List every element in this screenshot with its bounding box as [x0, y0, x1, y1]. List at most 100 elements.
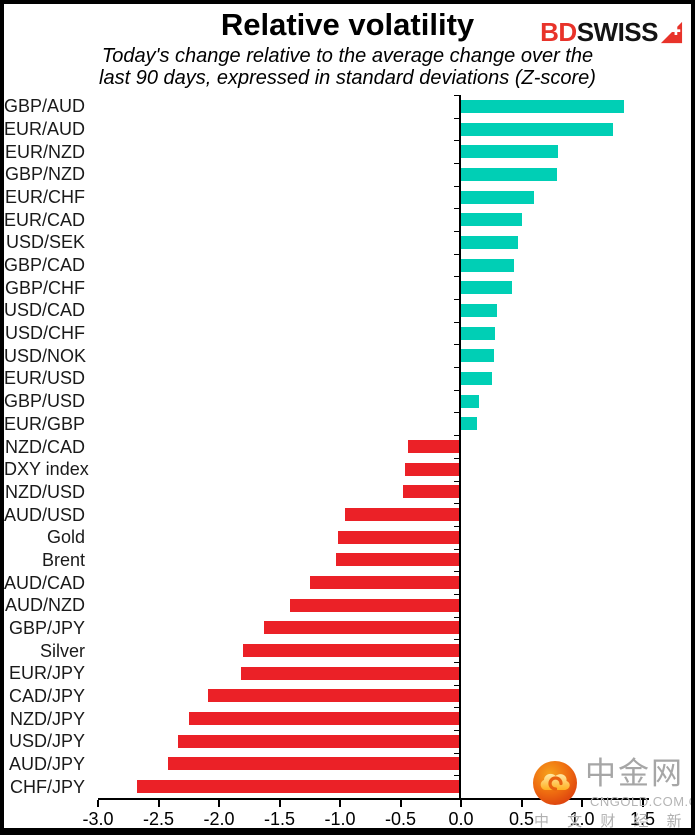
category-label: Brent	[41, 549, 85, 570]
bar-negative	[407, 440, 461, 453]
y-axis-tick	[454, 389, 459, 391]
y-axis-tick	[454, 344, 459, 346]
bar-positive	[461, 417, 477, 431]
category-label: USD/CAD	[4, 300, 86, 321]
y-axis-tick	[454, 140, 459, 142]
chart-area: GBP/AUD EUR/AUD EUR/NZD GBP/NZD EUR/CHF EUR/C…	[4, 4, 691, 828]
y-axis-tick	[454, 525, 459, 527]
category-label: NZD/JPY	[9, 708, 85, 729]
category-label: GBP/AUD	[4, 96, 86, 117]
bar-negative	[402, 485, 461, 499]
category-label: DXY index	[4, 459, 89, 480]
x-axis-tick	[339, 800, 341, 807]
y-axis-tick	[454, 231, 459, 233]
category-label: AUD/CAD	[4, 572, 86, 593]
x-axis-tick	[218, 800, 220, 807]
watermark-domain: CNGOLD.COM.CN	[590, 794, 691, 809]
y-axis-tick	[454, 208, 459, 210]
bar-negative	[177, 734, 461, 748]
y-axis-tick	[454, 729, 459, 731]
x-axis-tick-label: -2.5	[142, 809, 175, 829]
chart-subtitle: Today's change relative to the average c…	[4, 45, 691, 89]
bar-positive	[461, 122, 614, 136]
y-axis-tick	[454, 616, 459, 618]
y-axis-tick	[454, 321, 459, 323]
category-label: USD/CHF	[5, 323, 85, 344]
y-axis-tick	[454, 775, 459, 777]
bar-negative	[309, 576, 461, 590]
y-axis-tick	[454, 253, 459, 255]
x-axis-tick-label: 0.5	[508, 809, 535, 829]
bar-positive	[461, 349, 494, 363]
y-axis-tick	[454, 117, 459, 119]
bar-negative	[405, 462, 461, 476]
y-axis-tick	[454, 276, 459, 278]
category-label: GBP/CAD	[4, 255, 86, 276]
bar-negative	[263, 621, 461, 635]
x-axis-tick-label: 1.0	[569, 809, 595, 829]
bar-positive	[461, 235, 518, 249]
category-label: CHF/JPY	[9, 776, 85, 797]
y-axis-tick	[454, 163, 459, 165]
y-axis-tick	[454, 571, 459, 573]
y-axis-tick	[454, 367, 459, 369]
x-axis-tick-label: -0.5	[384, 809, 417, 829]
bar-positive	[461, 303, 498, 317]
bar-negative	[208, 689, 461, 703]
x-axis-tick	[278, 800, 281, 807]
category-label: EUR/JPY	[8, 663, 85, 684]
watermark-tagline: 中 文 财 经 新 媒 体	[534, 813, 691, 830]
bar-positive	[461, 258, 515, 272]
y-axis-tick	[454, 457, 459, 459]
bar-positive	[461, 213, 522, 227]
category-label: USD/SEK	[5, 232, 85, 253]
bdswiss-logo: BD SWISS	[540, 17, 684, 48]
bar-positive	[461, 394, 480, 408]
category-label: GBP/JPY	[8, 617, 85, 638]
x-axis-tick-label: -3.0	[82, 809, 114, 829]
y-axis-tick	[454, 593, 459, 595]
y-axis-tick	[454, 480, 459, 482]
category-label: USD/JPY	[8, 731, 85, 752]
x-axis-tick-label: 1.5	[629, 809, 656, 829]
x-axis-tick	[641, 800, 644, 807]
cngold-cloud-icon	[532, 760, 578, 811]
bar-negative	[344, 508, 461, 522]
x-axis-tick	[460, 800, 462, 807]
x-axis-tick	[97, 800, 99, 807]
category-label: EUR/CHF	[5, 187, 85, 208]
y-axis-tick	[454, 661, 459, 663]
category-label: USD/NOK	[4, 345, 87, 366]
category-label: NZD/CAD	[5, 436, 85, 457]
y-axis-tick	[454, 185, 459, 187]
y-axis-tick	[454, 548, 459, 550]
x-axis-tick	[520, 800, 523, 807]
x-axis-tick	[157, 800, 160, 807]
y-axis-tick	[454, 684, 459, 686]
category-label: AUD/JPY	[8, 753, 85, 774]
x-axis-tick-label: -1.5	[263, 809, 296, 829]
category-label: EUR/USD	[4, 368, 86, 389]
bar-negative	[168, 757, 461, 771]
x-axis-tick	[399, 800, 402, 807]
category-label: CAD/JPY	[8, 685, 85, 706]
category-label: Gold	[46, 527, 85, 548]
bar-positive	[461, 145, 558, 159]
x-axis-tick-label: -1.0	[324, 809, 356, 829]
category-label: GBP/NZD	[4, 164, 85, 185]
category-label: EUR/AUD	[4, 119, 86, 140]
bar-negative	[240, 666, 461, 680]
bar-positive	[461, 190, 534, 204]
bar-negative	[188, 712, 461, 726]
y-axis-tick	[454, 299, 459, 301]
bar-negative	[337, 530, 461, 544]
category-label: EUR/NZD	[5, 141, 85, 162]
bar-positive	[461, 371, 493, 385]
logo-bd-text: BD	[540, 17, 577, 47]
y-axis-tick	[454, 435, 459, 437]
x-axis-line	[98, 798, 649, 800]
subtitle-line-2: last 90 days, expressed in standard devi…	[99, 67, 596, 89]
category-label: AUD/NZD	[5, 595, 85, 616]
bdswiss-arrow-icon	[658, 20, 684, 45]
